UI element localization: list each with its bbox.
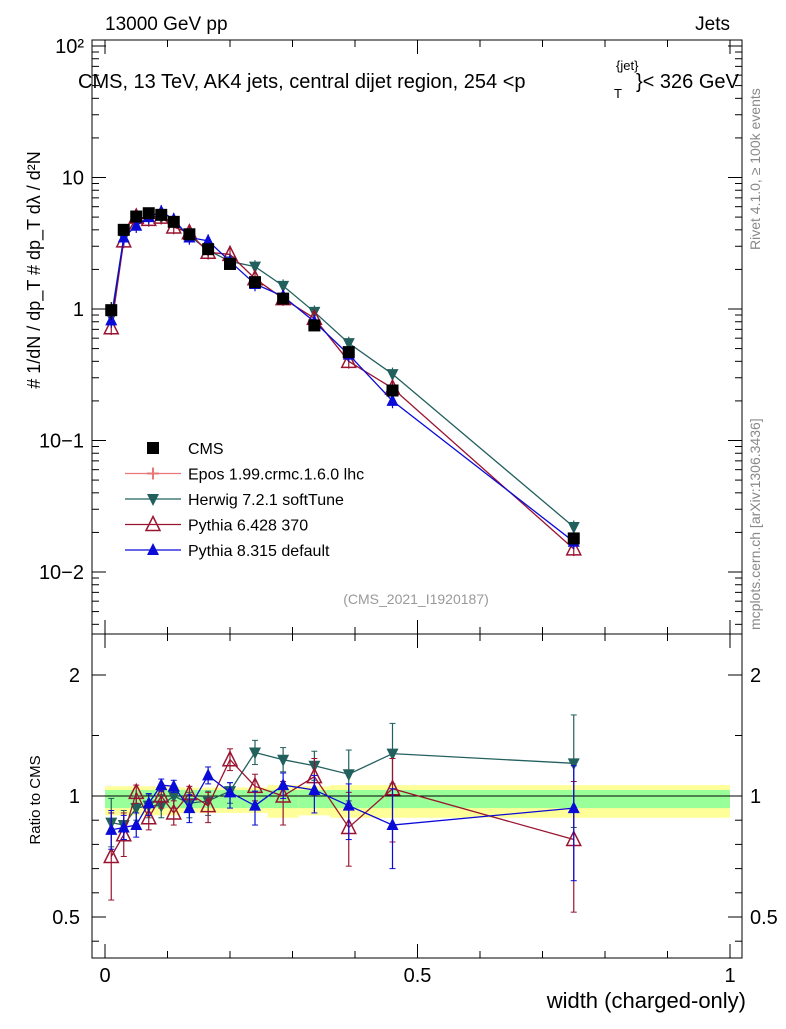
- marker-main-cms: [567, 532, 580, 545]
- marker-main-cms: [308, 319, 321, 332]
- legend-marker-0: [147, 442, 159, 454]
- marker-ratio-herwig-1: [249, 747, 261, 760]
- y-tick-label-ratio: 1: [69, 786, 80, 808]
- marker-ratio-pythia-3: [567, 801, 580, 814]
- x-tick-label: 0: [99, 965, 110, 987]
- marker-main-pythia-2: [340, 351, 357, 369]
- marker-main-herwig-1: [277, 280, 290, 293]
- marker-ratio-pythia-2: [199, 796, 217, 813]
- marker-main-cms: [105, 304, 118, 317]
- marker-ratio-pythia-2: [103, 846, 120, 864]
- marker-main-herwig-1: [386, 369, 399, 382]
- ratio-band-stat: [117, 789, 130, 809]
- marker-ratio-pythia-2: [165, 803, 182, 820]
- marker-ratio-pythia-3: [167, 779, 180, 792]
- legend-marker-3: [144, 514, 162, 532]
- marker-ratio-pythia-3: [277, 778, 290, 791]
- marker-main-herwig-1: [342, 338, 355, 351]
- marker-main-cms: [386, 384, 399, 397]
- marker-ratio-pythia-3: [105, 822, 118, 835]
- marker-ratio-pythia-3: [117, 820, 130, 833]
- marker-main-pythia-3: [386, 393, 399, 406]
- marker-main-herwig-1: [567, 521, 580, 534]
- marker-main-cms: [155, 208, 168, 221]
- marker-ratio-herwig-1: [386, 748, 399, 761]
- marker-ratio-pythia-3: [386, 818, 399, 831]
- marker-ratio-herwig-1: [130, 803, 143, 816]
- marker-main-cms: [142, 207, 155, 220]
- marker-main-pythia-3: [202, 233, 215, 246]
- y-tick-label-ratio-right: 2: [750, 665, 761, 687]
- legend-label-0: CMS: [188, 441, 224, 458]
- y-tick-label-main: 10−2: [39, 562, 84, 584]
- marker-ratio-pythia-2: [140, 808, 157, 825]
- marker-ratio-pythia-3: [308, 782, 321, 795]
- marker-ratio-pythia-2: [274, 786, 292, 803]
- marker-ratio-pythia-2: [221, 750, 239, 767]
- marker-ratio-pythia-2: [153, 786, 170, 803]
- marker-ratio-pythia-3: [183, 801, 196, 814]
- marker-main-pythia-3: [117, 230, 130, 243]
- marker-main-herwig-1: [249, 261, 261, 274]
- header-right: Jets: [695, 14, 730, 35]
- watermark: (CMS_2021_I1920187): [343, 591, 489, 607]
- marker-main-cms: [130, 210, 143, 223]
- marker-ratio-pythia-3: [224, 785, 236, 798]
- marker-ratio-herwig-1: [277, 754, 290, 767]
- y-tick-label-ratio: 2: [69, 665, 80, 687]
- legend-label-1: Epos 1.99.crmc.1.6.0 lhc: [188, 467, 364, 484]
- y-tick-label-main: 1: [73, 299, 84, 321]
- legend-marker-1: [147, 467, 159, 480]
- plot-title-sub: T: [614, 86, 622, 101]
- marker-ratio-herwig-1: [567, 758, 580, 771]
- legend-marker-2: [147, 494, 159, 506]
- plot-title: CMS, 13 TeV, AK4 jets, central dijet reg…: [78, 71, 526, 93]
- marker-ratio-pythia-2: [115, 825, 132, 842]
- marker-main-cms: [277, 292, 290, 305]
- y-tick-label-ratio: 0.5: [52, 907, 80, 929]
- plot-title-end: }< 326 GeV: [636, 71, 740, 93]
- marker-main-cms: [342, 346, 355, 359]
- marker-main-cms: [224, 257, 236, 270]
- marker-ratio-pythia-3: [142, 796, 155, 809]
- legend-marker-4: [147, 543, 159, 555]
- marker-main-pythia-2: [103, 318, 120, 335]
- rivet-label: Rivet 4.1.0, ≥ 100k events: [747, 88, 763, 250]
- marker-ratio-pythia-3: [249, 798, 261, 811]
- marker-main-cms: [249, 276, 261, 289]
- marker-main-cms: [183, 228, 196, 241]
- marker-ratio-pythia-3: [130, 818, 143, 831]
- plot-title-main: CMS, 13 TeV, AK4 jets, central dijet reg…: [78, 71, 526, 93]
- x-axis-label: width (charged-only): [546, 988, 746, 1013]
- y-axis-label-main: # 1/dN / dp_T # dp_T dλ / d²N: [24, 151, 45, 388]
- x-tick-label: 0.5: [404, 965, 432, 987]
- marker-ratio-pythia-3: [202, 768, 215, 781]
- marker-ratio-pythia-2: [128, 782, 145, 800]
- plot-title-sup: {jet}: [616, 58, 639, 73]
- marker-ratio-herwig-1: [342, 769, 355, 782]
- y-axis-label-ratio: Ratio to CMS: [27, 755, 44, 844]
- marker-main-pythia-3: [130, 218, 143, 231]
- marker-ratio-pythia-3: [342, 798, 355, 811]
- y-tick-label-main: 10−1: [39, 431, 84, 453]
- marker-ratio-pythia-3: [155, 778, 168, 791]
- y-tick-label-main: 10: [62, 168, 84, 190]
- legend-label-3: Pythia 6.428 370: [188, 518, 308, 535]
- marker-main-cms: [167, 215, 180, 228]
- legend-label-2: Herwig 7.2.1 softTune: [188, 492, 344, 509]
- mcplots-label: mcplots.cern.ch [arXiv:1306.3436]: [747, 418, 763, 630]
- marker-main-cms: [117, 223, 130, 236]
- marker-main-pythia-2: [565, 539, 582, 556]
- y-tick-label-ratio-right: 0.5: [750, 907, 778, 929]
- header-left: 13000 GeV pp: [105, 14, 228, 35]
- marker-ratio-herwig-1: [167, 791, 180, 803]
- x-tick-label: 1: [724, 965, 735, 987]
- y-tick-label-ratio-right: 1: [750, 786, 761, 808]
- legend-label-4: Pythia 8.315 default: [188, 543, 330, 560]
- marker-main-cms: [202, 243, 215, 256]
- y-tick-label-main: 10²: [55, 36, 84, 58]
